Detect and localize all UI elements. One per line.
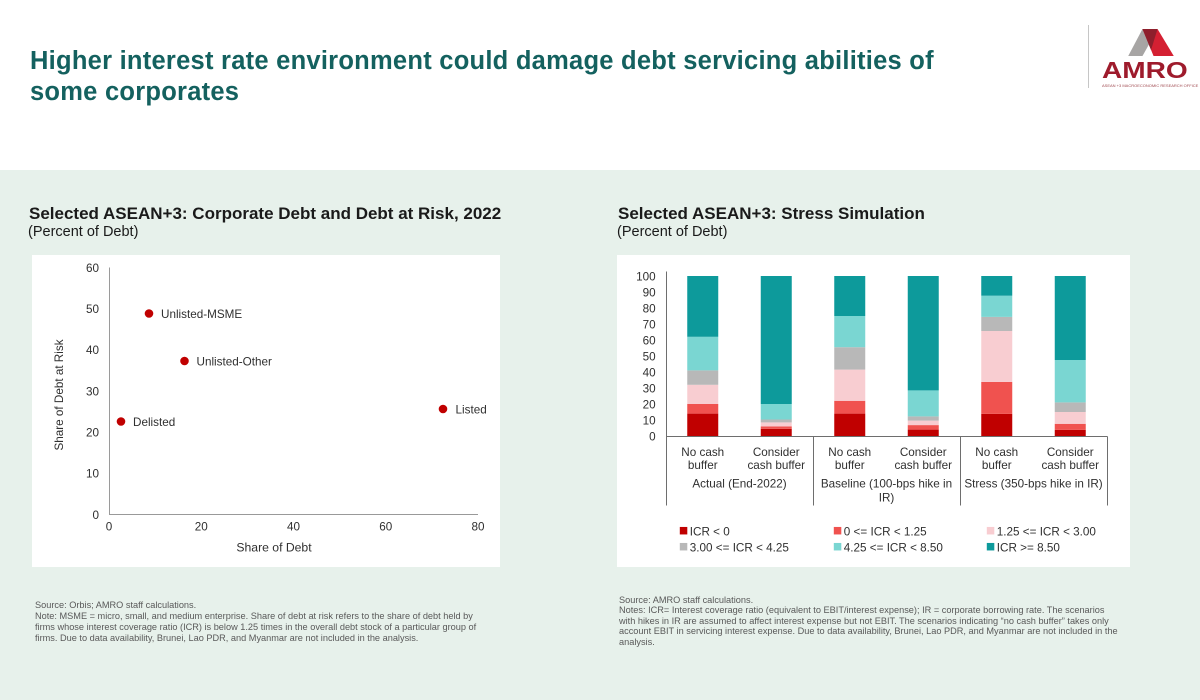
svg-text:No cash: No cash xyxy=(975,446,1018,459)
svg-text:4.25 <= ICR < 8.50: 4.25 <= ICR < 8.50 xyxy=(844,541,944,554)
svg-text:No cash: No cash xyxy=(828,446,871,459)
svg-text:40: 40 xyxy=(287,521,301,534)
svg-text:60: 60 xyxy=(379,521,393,534)
svg-text:20: 20 xyxy=(86,427,100,440)
svg-text:40: 40 xyxy=(643,366,657,379)
svg-text:1.25 <= ICR < 3.00: 1.25 <= ICR < 3.00 xyxy=(997,525,1097,538)
svg-text:100: 100 xyxy=(636,270,656,283)
svg-text:Actual (End-2022): Actual (End-2022) xyxy=(692,478,786,491)
svg-text:Unlisted-MSME: Unlisted-MSME xyxy=(161,308,242,321)
svg-text:90: 90 xyxy=(643,286,657,299)
svg-text:No cash: No cash xyxy=(681,446,724,459)
svg-text:20: 20 xyxy=(195,521,209,534)
svg-text:80: 80 xyxy=(643,302,657,315)
svg-text:cash buffer: cash buffer xyxy=(1041,459,1099,472)
svg-text:10: 10 xyxy=(643,414,657,427)
svg-text:0: 0 xyxy=(649,430,656,443)
svg-text:80: 80 xyxy=(471,521,485,534)
svg-text:20: 20 xyxy=(643,398,657,411)
svg-text:50: 50 xyxy=(643,350,657,363)
svg-text:buffer: buffer xyxy=(982,459,1012,472)
svg-text:Baseline (100-bps hike in: Baseline (100-bps hike in xyxy=(821,478,952,491)
svg-text:50: 50 xyxy=(86,303,100,316)
svg-text:10: 10 xyxy=(86,468,100,481)
svg-text:IR): IR) xyxy=(879,492,895,505)
svg-text:Consider: Consider xyxy=(753,446,800,459)
svg-text:cash buffer: cash buffer xyxy=(747,459,805,472)
svg-text:ICR < 0: ICR < 0 xyxy=(690,525,730,538)
svg-text:Consider: Consider xyxy=(900,446,947,459)
svg-text:60: 60 xyxy=(86,262,100,275)
svg-text:0 <= ICR < 1.25: 0 <= ICR < 1.25 xyxy=(844,525,927,538)
svg-text:30: 30 xyxy=(643,382,657,395)
svg-text:30: 30 xyxy=(86,385,100,398)
svg-text:3.00 <= ICR < 4.25: 3.00 <= ICR < 4.25 xyxy=(690,541,790,554)
svg-text:0: 0 xyxy=(106,521,113,534)
svg-text:60: 60 xyxy=(643,334,657,347)
svg-text:40: 40 xyxy=(86,344,100,357)
svg-text:Delisted: Delisted xyxy=(133,416,175,429)
svg-text:Stress (350-bps hike in IR): Stress (350-bps hike in IR) xyxy=(964,478,1102,491)
svg-text:Unlisted-Other: Unlisted-Other xyxy=(197,355,272,368)
svg-text:buffer: buffer xyxy=(835,459,865,472)
svg-text:ICR >= 8.50: ICR >= 8.50 xyxy=(997,541,1061,554)
svg-text:0: 0 xyxy=(92,509,99,522)
svg-text:cash buffer: cash buffer xyxy=(894,459,952,472)
svg-text:Share of Debt at Risk: Share of Debt at Risk xyxy=(53,339,66,450)
svg-text:buffer: buffer xyxy=(688,459,718,472)
svg-text:Share of Debt: Share of Debt xyxy=(236,541,312,555)
svg-text:Listed: Listed xyxy=(456,403,487,416)
svg-text:70: 70 xyxy=(643,318,657,331)
svg-text:Consider: Consider xyxy=(1047,446,1094,459)
